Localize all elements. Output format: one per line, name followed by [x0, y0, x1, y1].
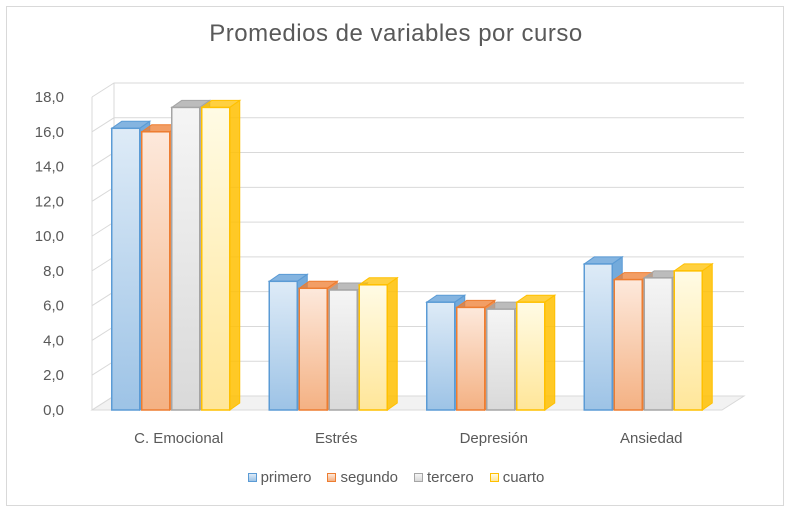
y-tick-label: 14,0	[35, 159, 64, 176]
x-category-label: Ansiedad	[620, 430, 683, 447]
legend-item-tercero: tercero	[414, 469, 474, 486]
legend-label: segundo	[340, 469, 399, 486]
x-category-label: Depresión	[460, 430, 528, 447]
chart-title: Promedios de variables por curso	[209, 20, 583, 47]
bar-cuarto	[515, 294, 557, 411]
legend-label: primero	[260, 469, 312, 486]
bar-tercero	[642, 269, 684, 411]
x-category-label: C. Emocional	[134, 430, 223, 447]
legend-item-segundo: segundo	[327, 469, 398, 486]
y-tick-label: 8,0	[43, 263, 64, 280]
y-tick-label: 0,0	[43, 402, 64, 419]
bar-cuarto	[672, 262, 714, 411]
y-tick-label: 12,0	[35, 193, 64, 210]
y-tick-label: 10,0	[35, 228, 64, 245]
chart-legend: primero segundo tercero cuarto	[0, 469, 792, 486]
gridline	[91, 117, 744, 133]
y-tick-label: 6,0	[43, 298, 64, 315]
legend-label: tercero	[427, 469, 474, 486]
y-tick-label: 18,0	[35, 89, 64, 106]
legend-swatch	[414, 473, 424, 482]
y-tick-label: 4,0	[43, 332, 64, 349]
y-tick-label: 2,0	[43, 367, 64, 384]
x-category-label: Estrés	[315, 430, 358, 447]
gridline	[91, 82, 744, 98]
legend-swatch	[327, 473, 337, 482]
bar-cuarto	[357, 276, 399, 411]
legend-label: cuarto	[502, 469, 545, 486]
bar-cuarto	[200, 99, 242, 411]
legend-item-cuarto: cuarto	[489, 469, 545, 486]
legend-swatch	[489, 473, 499, 482]
legend-swatch	[247, 473, 257, 482]
legend-item-primero: primero	[247, 469, 312, 486]
y-tick-label: 16,0	[35, 124, 64, 141]
